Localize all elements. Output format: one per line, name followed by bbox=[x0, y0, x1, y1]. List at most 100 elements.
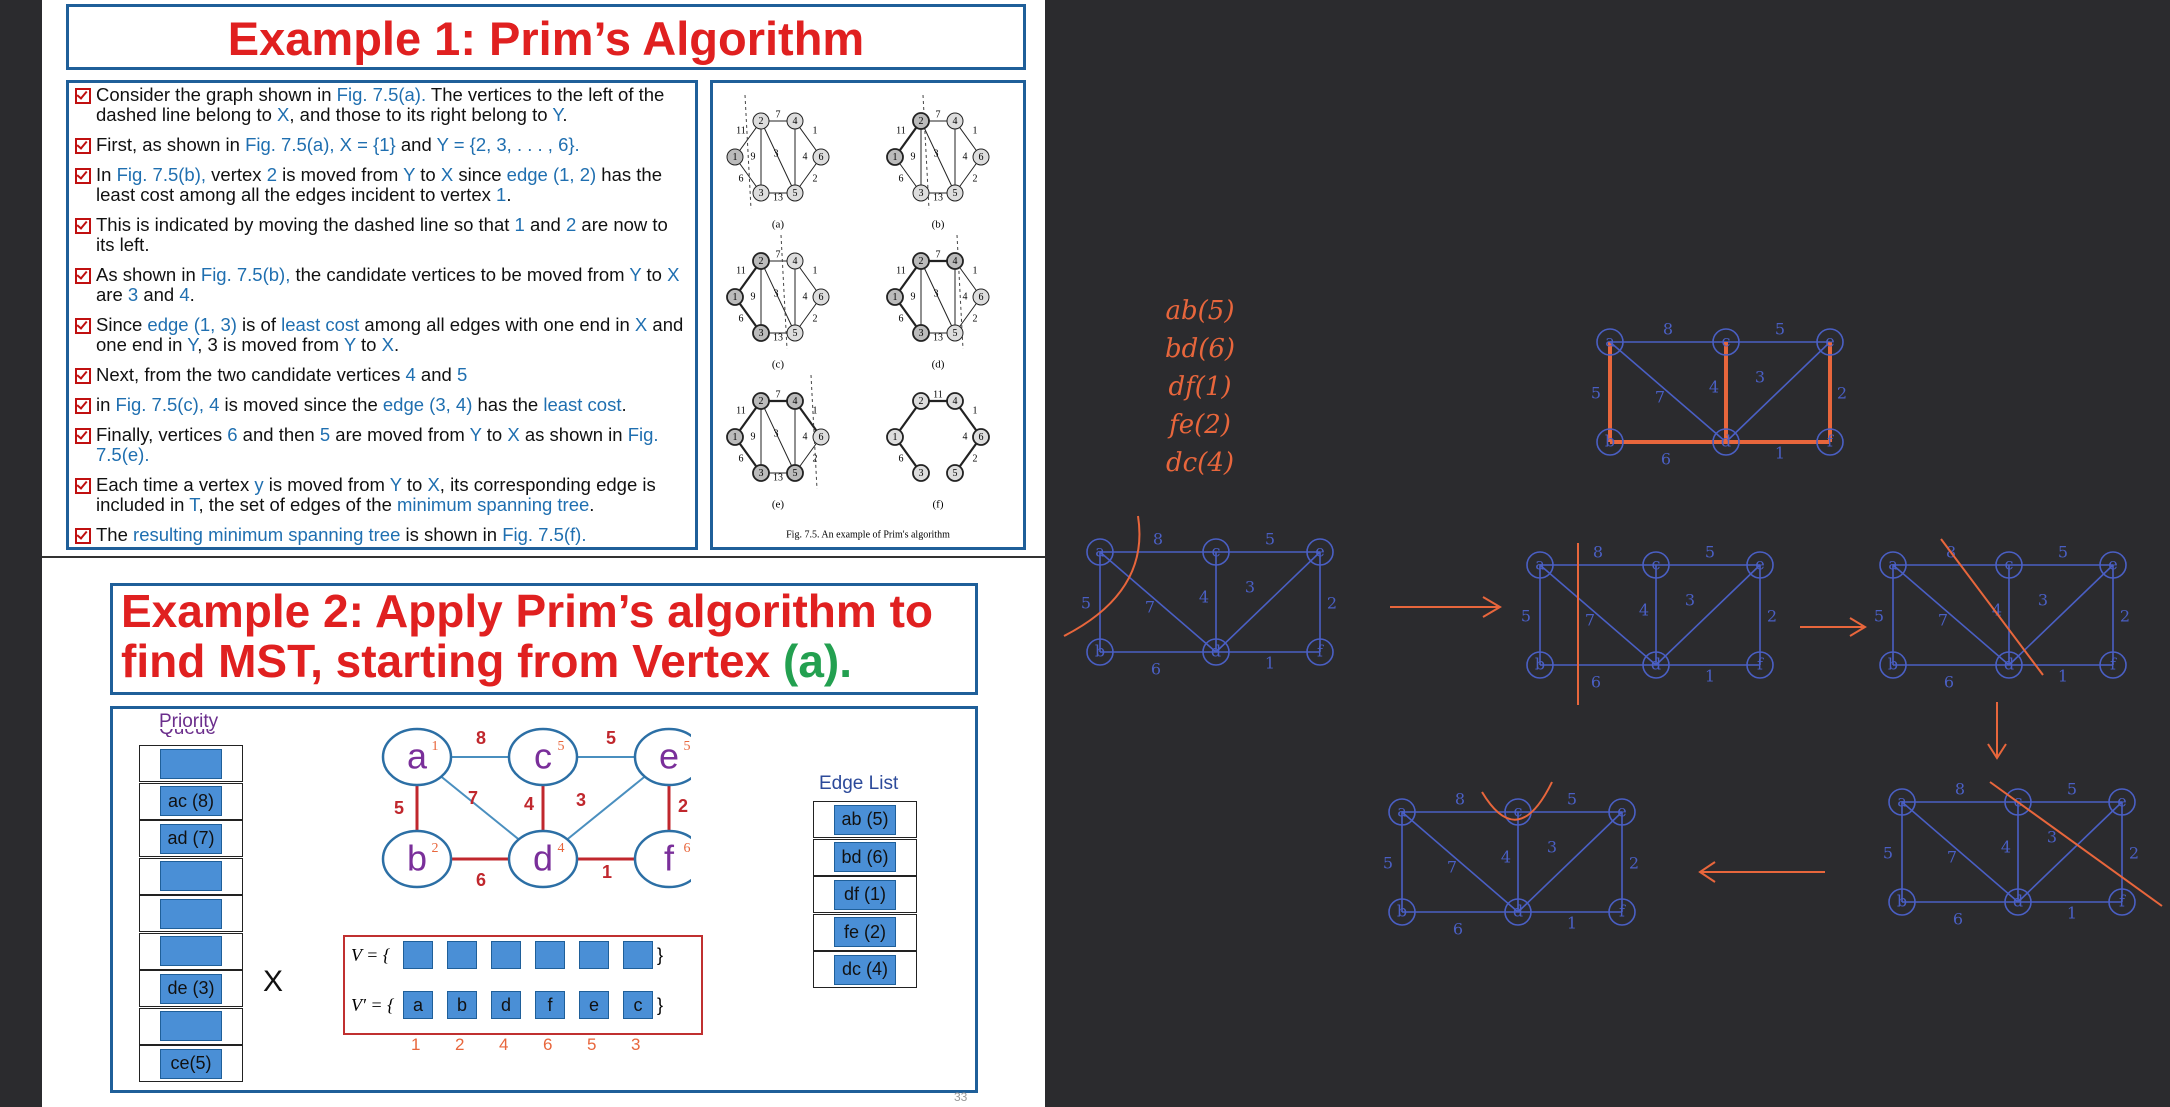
edge-weight: 4 bbox=[963, 291, 968, 302]
bullet-segment: Each time a vertex bbox=[96, 474, 255, 495]
note-weight: 7 bbox=[1938, 611, 1948, 630]
v-slot bbox=[623, 941, 653, 969]
graph-vertex bbox=[972, 428, 990, 446]
graph-vertex bbox=[381, 829, 453, 889]
bullet-segment: X bbox=[507, 424, 520, 445]
bullet-item: As shown in Fig. 7.5(b), the candidate v… bbox=[75, 265, 689, 305]
edge-list-label: Edge List bbox=[819, 773, 899, 794]
note-edge-line bbox=[1609, 341, 1727, 443]
edge-weight: 2 bbox=[973, 313, 978, 324]
bullet-segment: Fig. 7.5(b), bbox=[200, 264, 291, 285]
graph-vertex bbox=[812, 288, 830, 306]
note-vertex-label: e bbox=[1825, 332, 1834, 351]
bullet-segment: and bbox=[524, 214, 566, 235]
bullet-text: In Fig. 7.5(b), vertex 2 is moved from Y… bbox=[96, 165, 689, 205]
vertex-label: 6 bbox=[819, 292, 824, 303]
edge-weight: 9 bbox=[751, 151, 756, 162]
edge-weight: 1 bbox=[602, 862, 612, 882]
note-weight: 6 bbox=[1661, 450, 1671, 469]
panel-label: (f) bbox=[933, 499, 944, 511]
bullet-segment: In bbox=[96, 164, 117, 185]
note-weight: 4 bbox=[2001, 838, 2011, 857]
bullet-item: In Fig. 7.5(b), vertex 2 is moved from Y… bbox=[75, 165, 689, 205]
panel-label: (b) bbox=[932, 219, 945, 231]
note-vertex-label: e bbox=[1617, 802, 1626, 821]
note-vertex bbox=[1816, 428, 1844, 456]
bullet-segment: Fig. 7.5(b), bbox=[116, 164, 207, 185]
edge-weight: 3 bbox=[934, 288, 939, 299]
edge-weight: 8 bbox=[476, 728, 486, 748]
note-vertex-label: d bbox=[1721, 432, 1731, 451]
note-vertex bbox=[1816, 328, 1844, 356]
graph-vertex bbox=[726, 288, 744, 306]
bullet-segment: Y bbox=[469, 424, 482, 445]
example1-title-box: Example 1: Prim’s Algorithm bbox=[66, 4, 1026, 70]
vertex-label: c bbox=[534, 736, 552, 777]
bullet-segment: edge (1, 2) bbox=[506, 164, 597, 185]
vertex-annotation: 5 bbox=[558, 739, 565, 754]
note-vertex-label: b bbox=[1535, 655, 1545, 674]
edge-entry: dc (4) bbox=[834, 954, 896, 985]
bullet-item: The resulting minimum spanning tree is s… bbox=[75, 525, 689, 545]
bullet-segment: . bbox=[393, 334, 400, 355]
bullet-segment: y bbox=[254, 474, 264, 495]
bullet-item: Finally, vertices 6 and then 5 are moved… bbox=[75, 425, 689, 465]
handwritten-notes: ab(5) bd(6) df(1) fe(2) dc(4) 8 5 5 7 4 3 2 6 1 a c e b d f… bbox=[1063, 296, 2163, 939]
note-graph: 8 5 5 7 4 3 2 6 1 a c e b d f bbox=[1591, 320, 1847, 469]
note-weight: 3 bbox=[1245, 578, 1255, 597]
checkbox-icon bbox=[75, 478, 91, 494]
note-vertex bbox=[1879, 651, 1907, 679]
bullet-text: Consider the graph shown in Fig. 7.5(a).… bbox=[96, 85, 689, 125]
note-vertex-label: f bbox=[1827, 432, 1834, 451]
note-edge-line bbox=[1099, 551, 1217, 653]
vertex-annotation: 4 bbox=[558, 841, 565, 856]
note-vertex bbox=[1995, 551, 2023, 579]
note-vertex-label: a bbox=[1897, 792, 1907, 811]
checkbox-icon bbox=[75, 88, 91, 104]
bullet-segment: resulting minimum spanning tree bbox=[133, 524, 401, 545]
vertex-label: 1 bbox=[893, 292, 898, 303]
bullet-segment: Since bbox=[96, 314, 148, 335]
bullet-segment: least cost bbox=[281, 314, 360, 335]
vprime-value: b bbox=[447, 991, 477, 1019]
graph-vertex bbox=[752, 324, 770, 342]
graph-vertex bbox=[946, 392, 964, 410]
edge-weight: 11 bbox=[736, 265, 746, 276]
vertex-label: 4 bbox=[793, 116, 798, 127]
note-vertex-label: c bbox=[1212, 542, 1221, 561]
edge-weight: 4 bbox=[524, 794, 534, 814]
queue-entry: de (3) bbox=[160, 973, 222, 1004]
note-weight: 6 bbox=[1953, 910, 1963, 929]
bullet-segment: edge (1, 3) bbox=[147, 314, 237, 335]
note-vertex bbox=[2004, 788, 2032, 816]
graph-vertex bbox=[886, 148, 904, 166]
bullet-segment: and bbox=[400, 134, 437, 155]
note-vertex-label: b bbox=[1397, 902, 1407, 921]
bullet-segment: X bbox=[427, 474, 440, 495]
priority-queue-cell: ce(5) bbox=[139, 1045, 243, 1082]
queue-entry bbox=[160, 861, 222, 891]
vertex-label: d bbox=[533, 838, 553, 879]
bullet-segment: 4 bbox=[405, 364, 416, 385]
edge-weight: 13 bbox=[773, 472, 783, 483]
note-vertex bbox=[1746, 651, 1774, 679]
note-arrow bbox=[1482, 596, 1502, 618]
note-weight: 8 bbox=[1153, 530, 1163, 549]
queue-entry bbox=[160, 1011, 222, 1041]
panel-label: (d) bbox=[932, 359, 945, 371]
v-slot bbox=[491, 941, 521, 969]
bullet-segment: Fig. 7.5(a). bbox=[336, 84, 427, 105]
note-vertex-label: c bbox=[1722, 332, 1731, 351]
graph-vertex bbox=[912, 112, 930, 130]
vprime-value: a bbox=[403, 991, 433, 1019]
edge-weight: 6 bbox=[739, 313, 744, 324]
graph-vertex bbox=[726, 148, 744, 166]
edge-weight: 5 bbox=[606, 728, 616, 748]
bullet-segment: the candidate vertices to be moved from bbox=[290, 264, 630, 285]
note-weight: 1 bbox=[1265, 654, 1275, 673]
vertex-label: b bbox=[407, 838, 427, 879]
note-weight: 6 bbox=[1591, 673, 1601, 692]
vertex-label: 3 bbox=[919, 188, 924, 199]
note-vertex-label: f bbox=[1757, 655, 1764, 674]
